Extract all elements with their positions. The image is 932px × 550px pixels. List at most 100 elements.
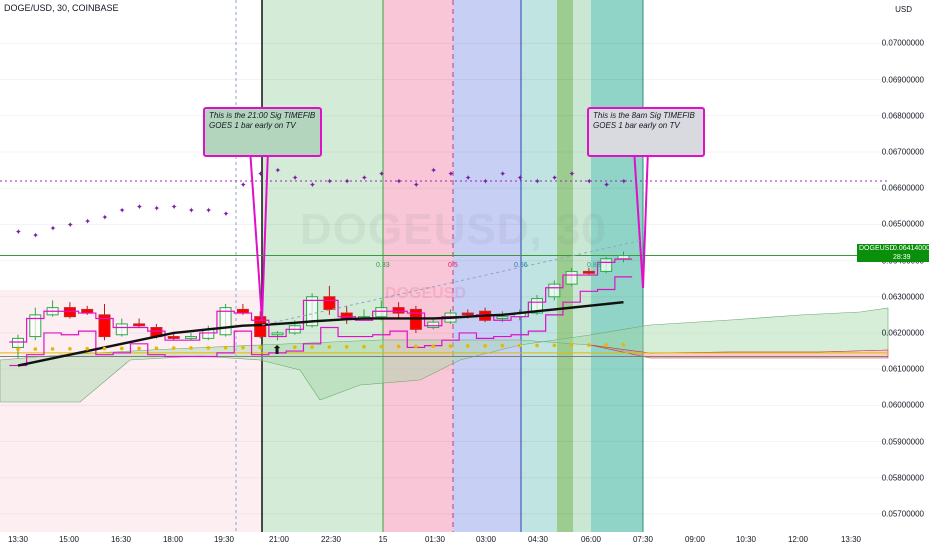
candle-body: [392, 307, 405, 314]
dot-marker: [517, 343, 522, 348]
candle-body: [63, 307, 76, 318]
psar-marker: ✦: [534, 177, 541, 186]
psar-marker: ✦: [119, 206, 126, 215]
psar-marker: ✦: [569, 170, 576, 179]
candle-body: [115, 323, 128, 336]
fib-label-088: 0.88: [587, 262, 601, 269]
zone-green: [262, 0, 383, 532]
price-tick-label: 0.05900000: [881, 437, 924, 447]
time-tick-label: 09:00: [684, 535, 706, 544]
dot-marker: [535, 343, 539, 348]
psar-marker: ✦: [50, 224, 57, 233]
price-tick-label: 0.05800000: [881, 473, 924, 483]
psar-marker: ✦: [153, 204, 160, 213]
psar-marker: ✦: [621, 177, 628, 186]
fib-label-033: 0.33: [376, 262, 390, 269]
price-tick-label: 0.07000000: [881, 38, 924, 48]
time-tick-label: 18:00: [162, 535, 184, 544]
price-tick-label: 0.06300000: [881, 292, 924, 302]
price-tick-label: 0.05700000: [881, 509, 924, 519]
callout-pointer-2: [633, 148, 649, 289]
candle-body: [600, 258, 613, 272]
candle-body: [496, 316, 509, 319]
psar-marker: ✦: [309, 181, 316, 190]
dot-marker: [85, 346, 89, 351]
psar-marker: ✦: [15, 228, 22, 237]
price-tick-label: 0.06000000: [881, 400, 924, 410]
dot-marker: [102, 346, 107, 351]
dot-marker: [362, 344, 366, 349]
time-tick-label: 07:30: [632, 535, 654, 544]
price-tick-label: 0.06800000: [881, 111, 924, 121]
zone-mint: [573, 0, 591, 532]
dot-marker: [431, 344, 436, 348]
time-tick-label: 19:30: [213, 535, 235, 544]
psar-marker: ✦: [361, 173, 368, 182]
candle-body: [306, 296, 319, 327]
moving-average-line: [17, 300, 624, 367]
psar-marker: ✦: [102, 213, 109, 222]
ichimoku-cloud: [0, 307, 889, 403]
psar-marker: ✦: [551, 173, 558, 182]
dot-marker: [621, 343, 626, 347]
projection-dashed: [261, 239, 644, 326]
psar-marker: ✦: [205, 206, 212, 215]
candle-body: [582, 270, 595, 274]
dot-marker: [379, 344, 384, 349]
dot-marker: [33, 347, 38, 351]
dot-marker: [154, 346, 159, 351]
time-tick-label: 03:00: [475, 535, 497, 544]
candle-body: [427, 321, 440, 329]
psar-marker: ✦: [396, 177, 403, 186]
dot-marker: [396, 344, 401, 349]
dot-marker: [569, 343, 574, 347]
dot-marker: [50, 347, 55, 351]
chart-title: DOGE/USD, 30, COINBASE: [4, 3, 119, 13]
candle-body: [254, 316, 267, 338]
candle-body: [323, 296, 336, 310]
time-tick-label: 04:30: [527, 535, 549, 544]
up-arrow-icon: ⬆: [272, 343, 283, 357]
psar-marker: ✦: [275, 166, 282, 175]
dot-marker: [275, 345, 280, 350]
zone-teal: [591, 0, 643, 532]
candle-body: [565, 270, 578, 285]
time-tick-label: 12:00: [787, 535, 809, 544]
dot-marker: [258, 345, 263, 350]
psar-marker: ✦: [223, 210, 230, 219]
psar-marker: ✦: [603, 181, 610, 190]
time-tick-label: 01:30: [424, 535, 446, 544]
watermark-symbol: DOGEUSD, 30: [300, 205, 607, 254]
dot-marker: [293, 345, 297, 350]
candle-body: [617, 255, 630, 260]
psar-marker: ✦: [448, 170, 455, 179]
last-price-timer: 28:39: [893, 254, 911, 261]
dot-marker: [414, 344, 418, 349]
dot-marker: [223, 345, 228, 350]
dot-marker: [466, 344, 470, 348]
price-tick-label: 0.06200000: [881, 328, 924, 338]
callout-2100-note[interactable]: This is the 21:00 Sig TIMEFIB GOES 1 bar…: [203, 107, 322, 157]
psar-marker: ✦: [257, 170, 264, 179]
candle-body: [219, 307, 232, 336]
psar-marker: ✦: [586, 177, 593, 186]
candle-body: [29, 314, 42, 338]
dot-marker: [587, 343, 591, 347]
psar-marker: ✦: [32, 231, 39, 240]
watermark-secondary: DOGEUSD: [385, 285, 466, 302]
fib-label-066: 0.66: [514, 262, 528, 269]
callout-8am-note[interactable]: This is the 8am Sig TIMEFIB GOES 1 bar e…: [587, 107, 705, 157]
price-tick-label: 0.06500000: [881, 219, 924, 229]
time-tick-label: 15: [378, 535, 388, 544]
dot-marker: [137, 346, 141, 351]
time-tick-label: 22:30: [320, 535, 342, 544]
callout-pointer-1: [249, 148, 269, 321]
dot-marker: [68, 347, 72, 351]
dot-marker: [344, 345, 349, 349]
zone-blue: [453, 0, 521, 532]
time-tick-label: 13:30: [7, 535, 29, 544]
time-tick-label: 10:30: [735, 535, 757, 544]
dot-marker: [448, 344, 453, 348]
